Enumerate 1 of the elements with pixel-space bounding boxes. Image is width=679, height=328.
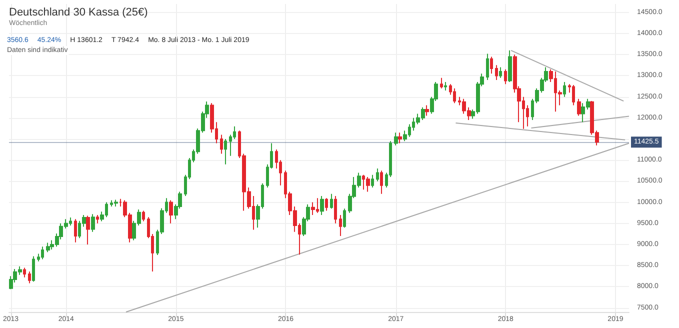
chart-title: Deutschland 30 Kassa (25€) (9, 6, 148, 18)
